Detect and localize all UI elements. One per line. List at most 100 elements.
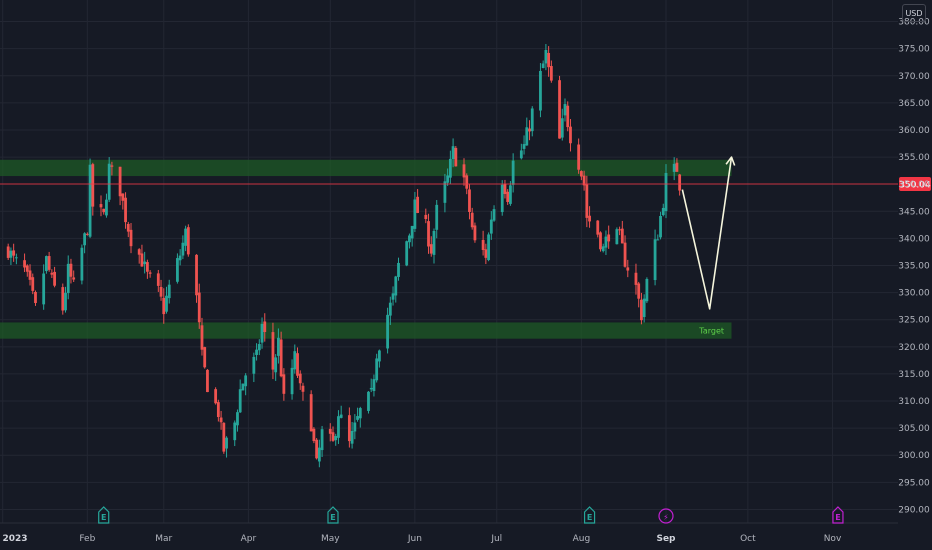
candle-body bbox=[255, 349, 258, 355]
y-tick-label: 375.00 bbox=[898, 45, 930, 55]
candle-body bbox=[468, 189, 471, 212]
candle-body bbox=[85, 233, 89, 235]
candle-body bbox=[236, 412, 239, 426]
candle-body bbox=[315, 439, 319, 459]
candle-body bbox=[473, 225, 477, 241]
candle-body bbox=[159, 286, 163, 297]
candle-body bbox=[47, 256, 51, 270]
y-tick-label: 365.00 bbox=[898, 99, 930, 109]
price-axis[interactable]: 290.00 295.00 300.00 305.00 310.00 315.00 320.… bbox=[898, 18, 930, 516]
earnings-marker bbox=[98, 506, 110, 524]
marker-symbol: ⚡ bbox=[663, 513, 669, 522]
x-tick-label: Jul bbox=[490, 534, 502, 544]
candle-body bbox=[599, 232, 602, 250]
marker-symbol: E bbox=[587, 513, 592, 522]
candle-body bbox=[522, 144, 526, 149]
candle-body bbox=[64, 292, 67, 311]
y-tick-label: 320.00 bbox=[898, 343, 930, 353]
candle-body bbox=[129, 229, 133, 247]
candle-body bbox=[596, 220, 600, 235]
candle-body bbox=[6, 246, 10, 258]
candle-body bbox=[577, 144, 581, 170]
candle-body bbox=[184, 228, 188, 246]
candle-body bbox=[197, 292, 201, 323]
candle-body bbox=[23, 260, 26, 268]
candle-body bbox=[394, 276, 398, 296]
candle-body bbox=[588, 215, 591, 222]
candle-body bbox=[263, 321, 267, 333]
candle-body bbox=[14, 257, 18, 259]
price-zone bbox=[0, 159, 732, 177]
candle-body bbox=[432, 230, 436, 255]
candle-body bbox=[369, 387, 373, 390]
candle-body bbox=[203, 347, 207, 368]
candle-body bbox=[511, 160, 515, 185]
candle-body bbox=[678, 174, 682, 191]
candle-body bbox=[413, 199, 417, 229]
candle-body bbox=[367, 391, 370, 411]
x-tick-label: Oct bbox=[740, 534, 756, 544]
currency-button[interactable]: USD bbox=[902, 4, 926, 22]
candle-body bbox=[424, 214, 428, 219]
candle-body bbox=[238, 389, 242, 413]
candle-body bbox=[391, 293, 395, 300]
candle-body bbox=[451, 146, 455, 160]
candle-body bbox=[500, 184, 504, 213]
y-tick-label: 290.00 bbox=[898, 505, 930, 515]
candle-body bbox=[118, 166, 122, 197]
candle-body bbox=[91, 164, 95, 207]
candle-body bbox=[216, 402, 220, 418]
candle-body bbox=[69, 263, 73, 277]
candle-body bbox=[140, 253, 144, 267]
candle-body bbox=[162, 297, 166, 315]
candle-body bbox=[569, 126, 572, 144]
support-resistance-zones bbox=[0, 159, 732, 339]
current-price-label-bg bbox=[899, 176, 931, 191]
candle-body bbox=[66, 263, 70, 294]
candle-body bbox=[607, 234, 611, 242]
candle-body bbox=[25, 265, 29, 272]
y-tick-label: 380.00 bbox=[898, 18, 930, 28]
candle-body bbox=[372, 379, 376, 392]
candle-body bbox=[634, 272, 638, 285]
candle-body bbox=[347, 415, 351, 442]
candle-body bbox=[328, 428, 332, 434]
candle-body bbox=[176, 258, 179, 282]
marker-symbol: E bbox=[101, 513, 106, 522]
candle-body bbox=[293, 351, 297, 370]
projection-arrowhead bbox=[725, 156, 736, 166]
x-tick-label: Nov bbox=[824, 534, 842, 544]
candle-body bbox=[579, 171, 583, 177]
candle-body bbox=[377, 350, 381, 362]
candle-body bbox=[626, 267, 630, 271]
candle-body bbox=[640, 299, 643, 321]
target-label: Target bbox=[698, 327, 724, 336]
candle-body bbox=[489, 219, 493, 234]
candle-body bbox=[296, 353, 299, 376]
candle-body bbox=[481, 239, 485, 250]
candle-body bbox=[244, 375, 248, 387]
candle-body bbox=[623, 242, 627, 267]
event-markers[interactable]: E E E ⚡ E bbox=[98, 506, 844, 524]
candle-body bbox=[225, 437, 228, 449]
candle-body bbox=[530, 108, 534, 132]
y-tick-label: 345.00 bbox=[898, 207, 930, 217]
candle-body bbox=[241, 383, 245, 391]
y-tick-label: 295.00 bbox=[898, 478, 930, 488]
candle-body bbox=[107, 163, 111, 200]
y-tick-label: 305.00 bbox=[898, 424, 930, 434]
marker-symbol: E bbox=[330, 513, 335, 522]
candle-body bbox=[42, 273, 46, 305]
candle-body bbox=[448, 158, 452, 178]
y-tick-label: 335.00 bbox=[898, 262, 930, 272]
candle-body bbox=[339, 414, 343, 418]
current-price-label: 350.04 bbox=[899, 180, 931, 190]
candle-body bbox=[214, 389, 218, 404]
candle-body bbox=[637, 283, 641, 299]
candle-body bbox=[353, 422, 357, 432]
candle-body bbox=[99, 204, 103, 208]
time-axis[interactable]: 2023 Feb Mar Apr May Jun Jul Aug Sep Oct Nov bbox=[0, 522, 898, 544]
y-tick-label: 360.00 bbox=[898, 126, 930, 136]
candle-body bbox=[506, 191, 510, 202]
